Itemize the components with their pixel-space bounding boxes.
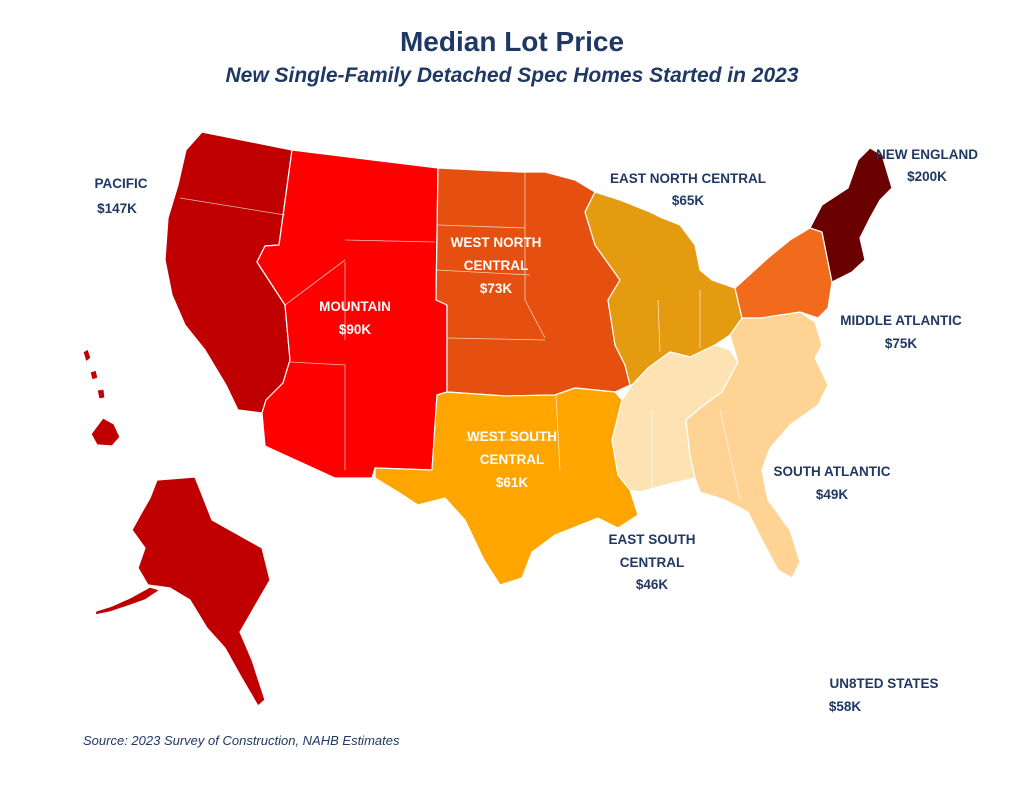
label-ma-name: MIDDLE ATLANTIC [840,313,962,328]
label-enc-value: $65K [672,193,705,208]
label-ma-value: $75K [885,336,918,351]
region-middle-atlantic [734,227,833,319]
label-pacific-name: PACIFIC [95,176,148,191]
label-enc-name: EAST NORTH CENTRAL [610,171,766,186]
region-pacific-hawaii-isles [82,348,106,400]
label-wnc-value: $73K [480,281,513,296]
region-pacific-aleutians [94,586,161,616]
label-us-value: $58K [829,699,862,714]
label-esc-value: $46K [636,577,669,592]
region-west-south-central [374,387,639,586]
label-us-name: UN8TED STATES [829,676,938,691]
region-pacific-alaska [131,476,271,707]
label-mountain-name: MOUNTAIN [319,299,391,314]
label-sa-value: $49K [816,487,849,502]
region-south-atlantic [685,311,829,579]
label-ne-value: $200K [907,169,947,184]
region-mountain [256,149,448,479]
label-mountain-value: $90K [339,322,372,337]
label-wsc-value: $61K [496,475,529,490]
map-title: Median Lot Price [399,26,625,57]
region-new-england [809,147,893,283]
source-note: Source: 2023 Survey of Construction, NAH… [83,733,400,748]
label-sa-name: SOUTH ATLANTIC [774,464,891,479]
label-wsc-name-2: CENTRAL [480,452,545,467]
label-wnc-name-1: WEST NORTH [451,235,542,250]
label-esc-name-2: CENTRAL [620,555,685,570]
map-subtitle: New Single-Family Detached Spec Homes St… [225,64,799,87]
label-ne-name: NEW ENGLAND [876,147,978,162]
label-wnc-name-2: CENTRAL [464,258,529,273]
label-wsc-name-1: WEST SOUTH [467,429,557,444]
label-pacific-value: $147K [97,201,137,216]
region-pacific-hawaii [90,417,121,447]
label-esc-name-1: EAST SOUTH [608,532,695,547]
